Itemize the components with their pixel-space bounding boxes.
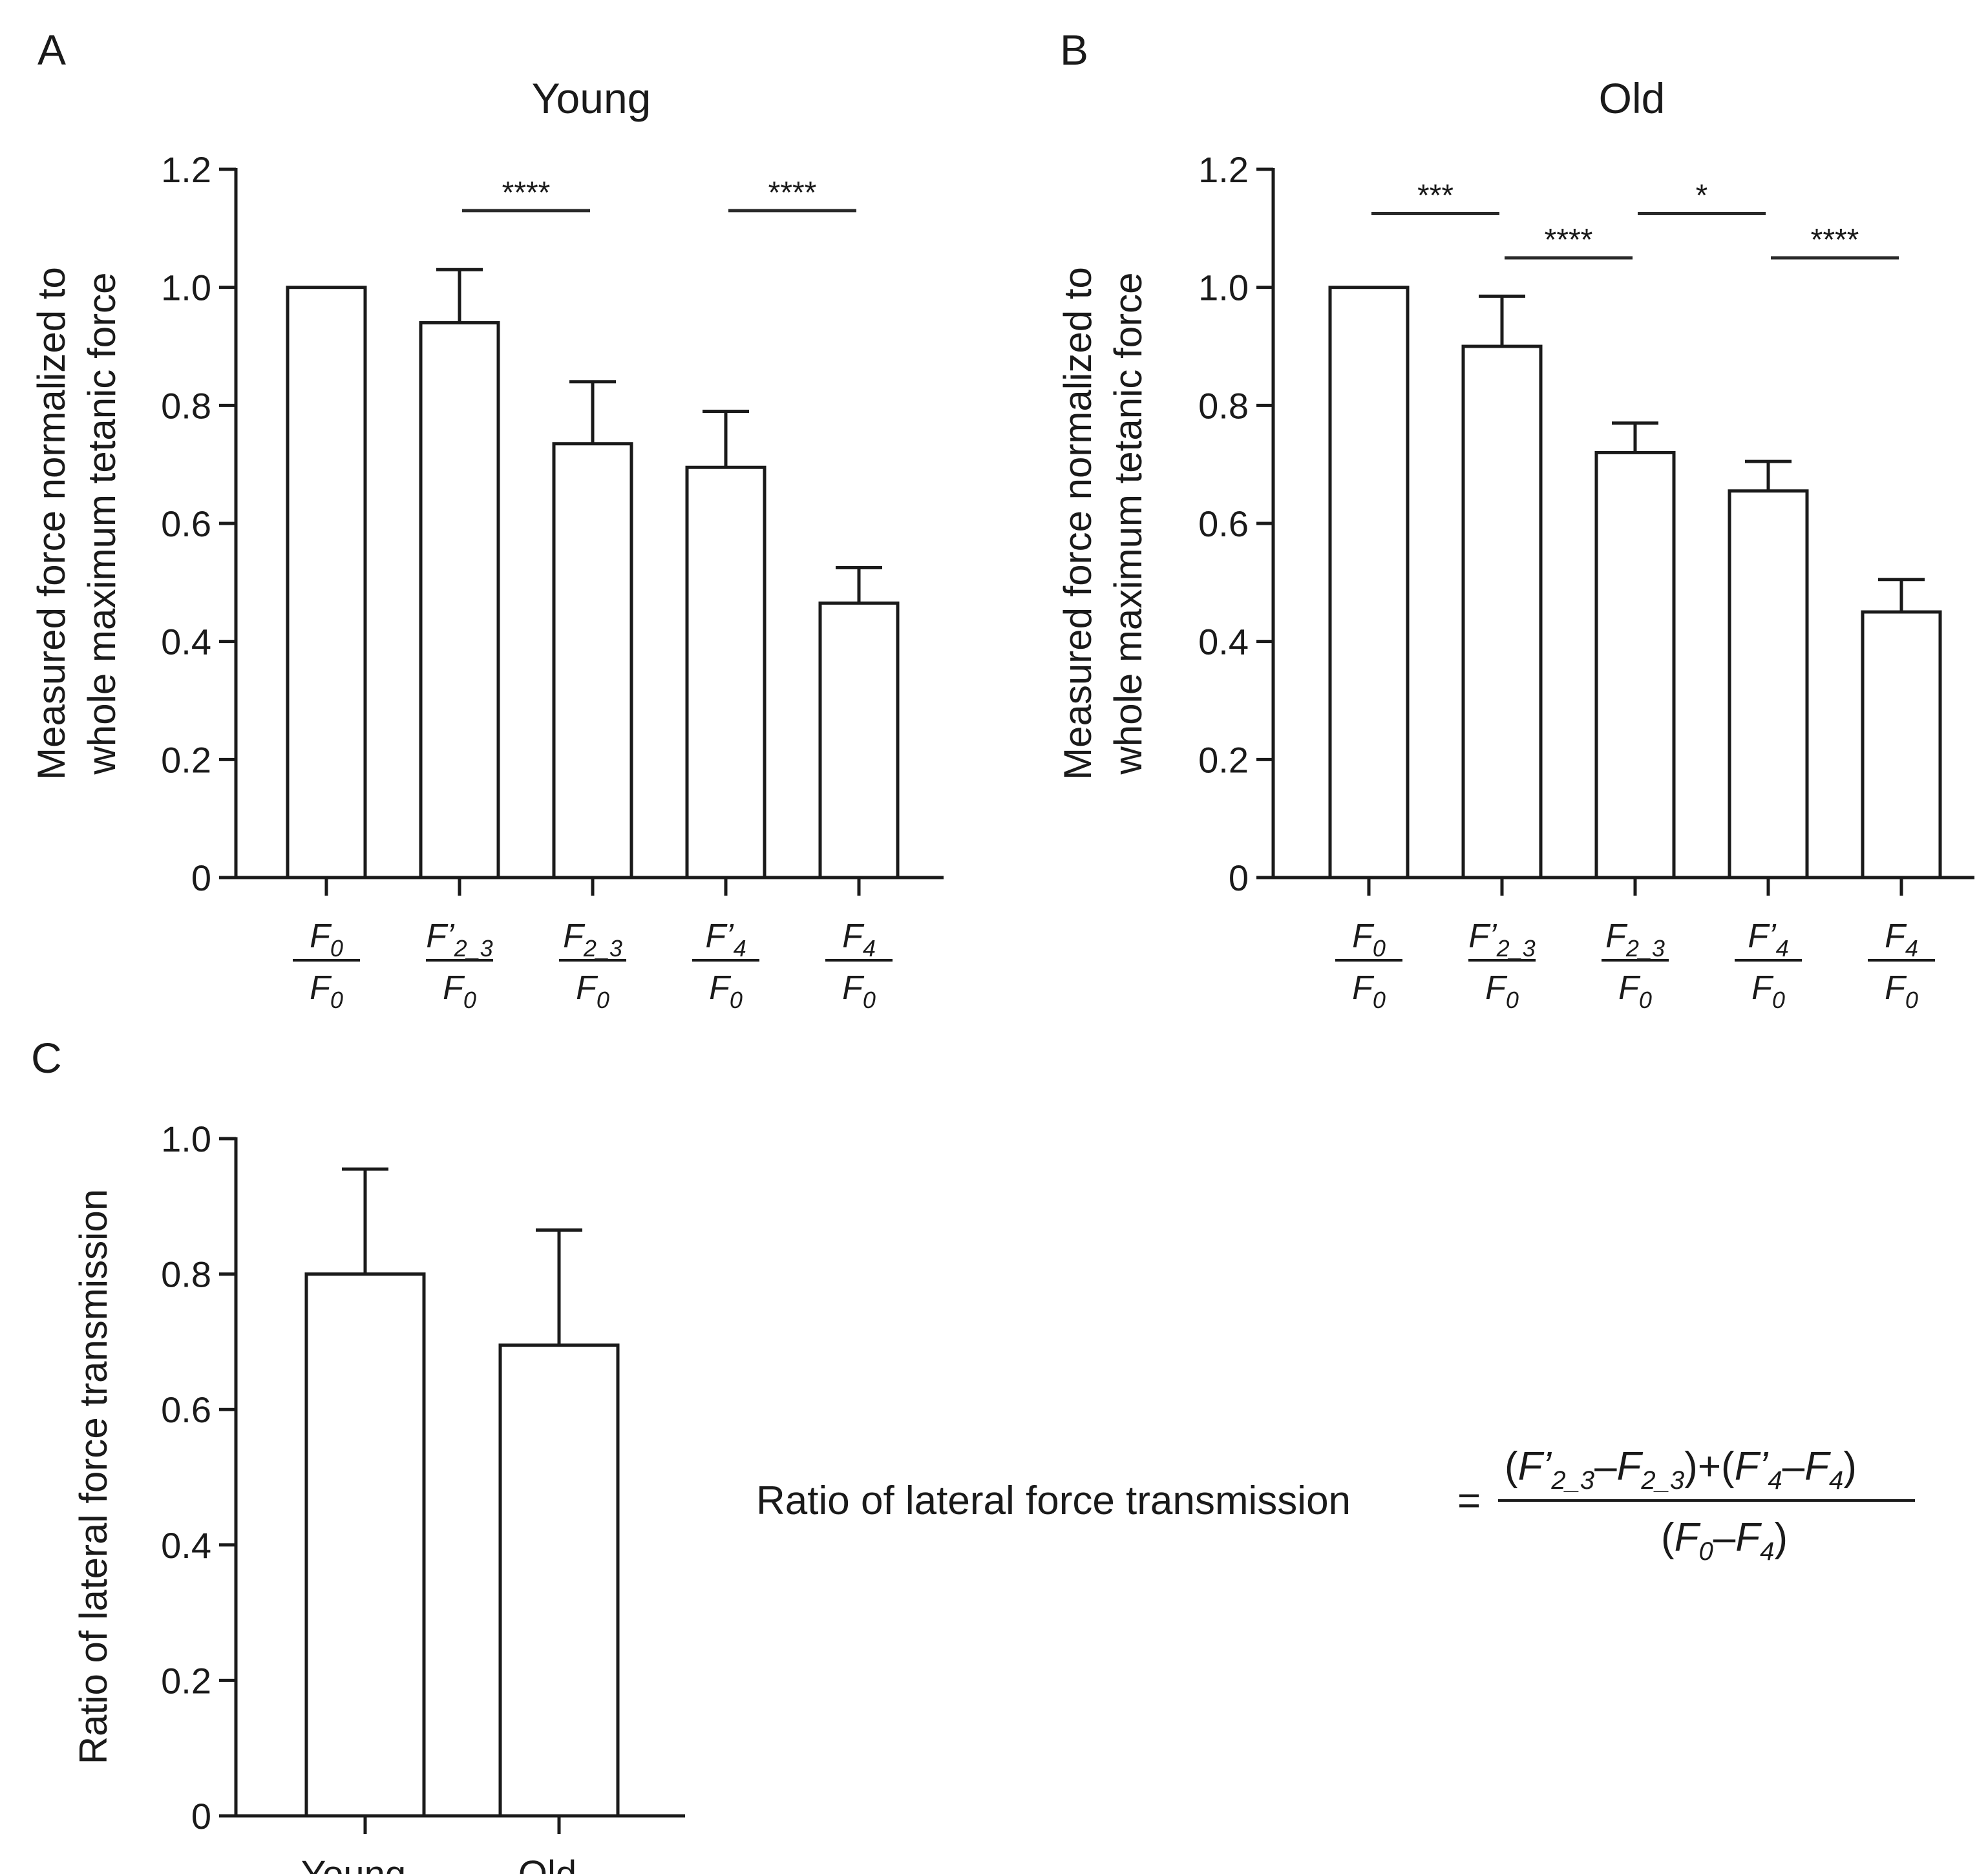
bar (498, 1343, 620, 1818)
y-tick-label: 0.4 (1198, 622, 1249, 662)
panel-a-chart: Young Measured force normalized to whole m… (30, 74, 944, 1013)
x-tick-label-numerator: F’4 (1748, 918, 1788, 962)
x-tick-label-denominator: F0 (842, 969, 876, 1013)
y-axis-label: whole maximum tetanic force (80, 273, 123, 775)
y-tick-label: 1.0 (1198, 268, 1249, 308)
y-tick-label: 1.0 (161, 268, 211, 308)
x-tick-label: Old (518, 1853, 576, 1874)
x-tick-label: Young (301, 1853, 406, 1874)
x-tick-label-denominator: F0 (1485, 969, 1519, 1013)
x-tick-label-numerator: F0 (1352, 918, 1386, 962)
bar (419, 321, 500, 879)
y-tick-label: 0.6 (161, 503, 211, 544)
significance-label: * (1696, 179, 1708, 213)
x-tick-label-denominator: F0 (310, 969, 343, 1013)
x-tick-label-denominator: F0 (709, 969, 743, 1013)
significance-label: **** (768, 176, 817, 210)
significance-label: **** (1811, 223, 1859, 257)
bar (818, 601, 900, 879)
panel-b-chart: Old Measured force normalized to whole max… (1056, 74, 1974, 1013)
ratio-formula: Ratio of lateral force transmission = (F… (756, 1444, 1915, 1566)
x-tick-label-numerator: F’2_3 (426, 918, 492, 962)
bar (685, 465, 767, 879)
x-tick-label-denominator: F0 (1618, 969, 1652, 1013)
x-tick-label-denominator: F0 (1751, 969, 1785, 1013)
bar (552, 442, 633, 879)
y-tick-label: 0.6 (1198, 503, 1249, 544)
x-tick-label-numerator: F4 (842, 918, 876, 962)
bar (1728, 489, 1809, 879)
x-tick-label-numerator: F2_3 (1605, 918, 1665, 962)
y-tick-label: 0.8 (1198, 385, 1249, 426)
x-tick-label-numerator: F’4 (705, 918, 746, 962)
y-tick-label: 1.2 (1198, 149, 1249, 190)
y-tick-label: 1.0 (161, 1119, 211, 1159)
y-tick-label: 0 (191, 1796, 211, 1837)
significance-label: *** (1417, 179, 1454, 213)
formula-denominator: (F0–F4) (1661, 1515, 1788, 1566)
formula-numerator: (F’2_3–F2_3)+(F’4–F4) (1505, 1444, 1857, 1495)
y-axis-label: Measured force normalized to (1056, 267, 1099, 780)
y-axis-label: Measured force normalized to (30, 267, 73, 780)
y-tick-label: 0.2 (1198, 739, 1249, 780)
x-tick-label-denominator: F0 (443, 969, 476, 1013)
chart-title: Old (1599, 74, 1665, 122)
y-tick-label: 0.4 (161, 622, 211, 662)
chart-title: Young (532, 74, 651, 122)
bar (304, 1272, 426, 1818)
x-tick-label-numerator: F0 (310, 918, 343, 962)
x-tick-label-numerator: F2_3 (563, 918, 622, 962)
x-tick-label-denominator: F0 (1352, 969, 1386, 1013)
y-tick-label: 0 (1229, 858, 1249, 898)
panel-letter-a: A (37, 26, 66, 74)
y-tick-label: 0.8 (161, 1254, 211, 1295)
panel-letter-c: C (31, 1034, 62, 1082)
bar (1461, 344, 1543, 879)
y-tick-label: 1.2 (161, 149, 211, 190)
bar (1861, 610, 1942, 879)
y-tick-label: 0.6 (161, 1389, 211, 1430)
y-tick-label: 0.8 (161, 385, 211, 426)
y-tick-label: 0.4 (161, 1525, 211, 1566)
formula-equals: = (1457, 1479, 1481, 1523)
x-tick-label-numerator: F4 (1885, 918, 1918, 962)
x-tick-label-denominator: F0 (576, 969, 609, 1013)
bar (1328, 286, 1410, 879)
panel-c-chart: Ratio of lateral force transmission 0 0.2 0… (72, 1119, 685, 1874)
panel-letter-b: B (1060, 26, 1088, 74)
y-axis-label: whole maximum tetanic force (1106, 273, 1150, 775)
y-tick-label: 0.2 (161, 1660, 211, 1701)
significance-label: **** (1545, 223, 1593, 257)
significance-label: **** (502, 176, 551, 210)
y-tick-label: 0 (191, 858, 211, 898)
y-tick-label: 0.2 (161, 739, 211, 780)
bar (286, 286, 367, 879)
x-tick-label-denominator: F0 (1885, 969, 1918, 1013)
formula-lhs: Ratio of lateral force transmission (756, 1479, 1351, 1523)
y-axis-label: Ratio of lateral force transmission (72, 1189, 115, 1764)
x-tick-label-numerator: F’2_3 (1468, 918, 1535, 962)
bar (1594, 450, 1676, 879)
